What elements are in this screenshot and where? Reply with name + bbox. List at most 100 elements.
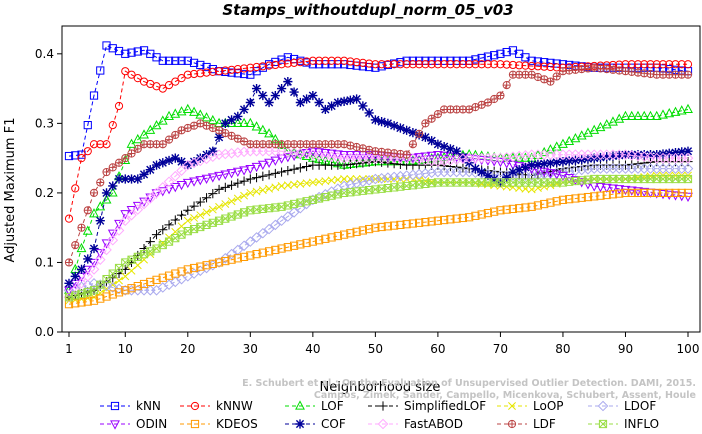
series-point-knn — [158, 56, 167, 65]
series-point-knnw — [452, 60, 461, 69]
series-point-lof — [676, 105, 687, 115]
series-point-odin — [489, 157, 500, 167]
series-point-ldf — [546, 77, 555, 86]
series-odin — [64, 147, 693, 296]
series-point-knn — [277, 55, 286, 64]
series-point-knnw — [440, 60, 449, 69]
series-point-knnw — [490, 60, 499, 69]
series-point-simplifiedlof — [195, 197, 205, 207]
series-point-ldf — [552, 72, 561, 81]
series-point-knnw — [296, 58, 305, 67]
series-point-lof — [89, 208, 99, 218]
series-point-loop — [265, 184, 274, 193]
series-point-kdeos — [396, 220, 405, 230]
series-point-simplifiedlof — [176, 210, 187, 220]
legend-item-knnw: kNNW — [180, 399, 253, 413]
series-point-cof — [477, 167, 487, 177]
series-point-knnw — [640, 60, 649, 69]
series-point-knnw — [508, 60, 518, 70]
series-point-fastabod — [126, 209, 137, 221]
series-point-kdeos — [146, 277, 155, 287]
series-point-knnw — [421, 60, 430, 69]
series-point-ldf — [483, 98, 493, 107]
series-point-cof — [327, 101, 337, 111]
series-point-kdeos — [658, 188, 668, 198]
series-point-fastabod — [320, 150, 331, 162]
series-point-simplifiedlof — [145, 236, 155, 247]
series-point-kdeos — [602, 190, 611, 200]
series-point-fastabod — [113, 225, 125, 236]
y-axis: 0.0 0.1 0.2 0.3 0.4 — [35, 47, 62, 339]
series-point-simplifiedlof — [251, 173, 262, 183]
series-point-ldof — [107, 282, 119, 293]
series-point-knnw — [433, 60, 442, 69]
series-point-fastabod — [169, 170, 181, 182]
legend-item-inflo: INFLO — [588, 417, 659, 431]
series-point-knnw — [264, 61, 274, 70]
series-point-knnw — [677, 60, 686, 69]
series-point-fastabod — [626, 150, 638, 161]
series-point-cof — [126, 174, 137, 184]
series-point-kdeos — [683, 188, 693, 198]
series-point-kdeos — [346, 229, 355, 238]
series-point-cof — [383, 118, 393, 128]
series-point-knnw — [340, 56, 349, 65]
legend-label-ldf: LDF — [533, 417, 556, 431]
series-point-odin — [470, 155, 481, 165]
series-point-cof — [270, 90, 280, 101]
series-point-kdeos — [440, 215, 449, 225]
series-point-odin — [608, 184, 618, 194]
series-point-knnw — [308, 56, 317, 65]
series-point-knnw — [127, 70, 136, 79]
series-point-ldf — [683, 70, 693, 79]
series-point-cof — [445, 144, 456, 154]
series-point-ldof — [82, 279, 94, 291]
series-point-simplifiedlof — [201, 193, 212, 203]
series-point-kdeos — [646, 188, 655, 198]
series-point-lof — [626, 110, 637, 121]
series-point-kdeos — [521, 203, 530, 212]
series-point-kdeos — [615, 189, 624, 198]
series-point-odin — [132, 201, 143, 212]
series-point-knnw — [64, 214, 74, 223]
series-point-lof — [583, 127, 593, 137]
series-point-lof — [257, 124, 268, 134]
legend-item-fastabod: FastABOD — [368, 417, 463, 431]
series-point-kdeos — [577, 193, 586, 202]
series-point-simplifiedlof — [220, 182, 230, 192]
series-point-knnw — [658, 60, 668, 69]
series-point-lof — [76, 242, 87, 253]
series-point-cof — [470, 163, 481, 174]
series-point-knnw — [458, 60, 468, 69]
series-point-lof — [182, 103, 193, 114]
y-tick-label: 0.2 — [35, 186, 54, 200]
series-point-loop — [196, 211, 205, 220]
series-point-ldof — [226, 248, 237, 260]
series-point-kdeos — [315, 236, 324, 245]
series-point-knnw — [377, 60, 386, 69]
series-point-knn — [471, 55, 480, 64]
series-point-cof — [564, 156, 574, 166]
series-point-cof — [95, 216, 105, 226]
series-kdeos — [64, 188, 693, 309]
series-point-ldof — [345, 179, 356, 190]
series-point-lof — [145, 124, 156, 134]
series-point-ldof — [357, 176, 369, 188]
series-point-lof — [639, 110, 650, 121]
legend-label-odin: ODIN — [136, 417, 167, 431]
series-point-knnw — [446, 60, 455, 69]
series-point-kdeos — [446, 215, 455, 224]
series-point-knnw — [665, 60, 674, 69]
series-simplifiedlof — [64, 157, 693, 302]
legend-item-kdeos: KDEOS — [180, 417, 258, 431]
series-point-cof — [602, 152, 612, 162]
series-line-cof — [68, 80, 689, 284]
series-point-knnw — [521, 61, 530, 70]
series-point-lof — [633, 110, 643, 121]
series-point-knn — [102, 41, 111, 50]
series-point-cof — [439, 141, 449, 152]
series-point-simplifiedlof — [295, 163, 305, 173]
series-point-knnw — [552, 63, 561, 72]
series-point-kdeos — [633, 188, 643, 198]
series-point-cof — [533, 159, 543, 169]
